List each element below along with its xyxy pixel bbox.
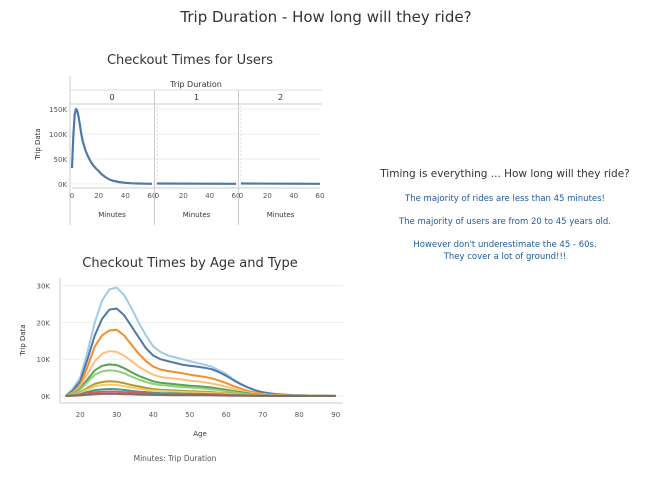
y-tick-label: 0K bbox=[58, 181, 67, 189]
x-axis-label: Minutes bbox=[98, 211, 126, 219]
series-line-11 bbox=[65, 392, 336, 397]
y-tick-label: 20K bbox=[37, 319, 51, 327]
checkout-times-age-chart: 30K 20K 10K 0K Trip Data 20 30 40 50 60 70 80 90 Age bbox=[19, 278, 343, 438]
x-tick-label: 70 bbox=[258, 411, 267, 419]
y-axis-label: Trip Data bbox=[34, 128, 42, 160]
panel-header-0: 0 bbox=[109, 93, 114, 102]
x-tick-label: 20 bbox=[179, 192, 188, 200]
x-axis-label: Minutes bbox=[183, 211, 211, 219]
y-tick-label: 10K bbox=[37, 356, 51, 364]
y-tick-label: 100K bbox=[49, 131, 67, 139]
x-axis-label: Age bbox=[193, 430, 207, 438]
x-tick-label: 20 bbox=[76, 411, 85, 419]
y-tick-label: 0K bbox=[41, 393, 50, 401]
column-header: Trip Duration bbox=[169, 80, 222, 89]
x-tick-label: 60 bbox=[316, 192, 325, 200]
x-tick-label: 20 bbox=[94, 192, 103, 200]
x-tick-label: 40 bbox=[289, 192, 298, 200]
note-line-4: They cover a lot of ground!!! bbox=[443, 252, 567, 262]
x-tick-label: 0 bbox=[155, 192, 159, 200]
panel-header-2: 2 bbox=[278, 93, 283, 102]
x-tick-label: 50 bbox=[185, 411, 194, 419]
y-tick-label: 50K bbox=[54, 156, 68, 164]
chart2-title: Checkout Times by Age and Type bbox=[82, 256, 298, 271]
x-tick-label: 40 bbox=[121, 192, 130, 200]
x-tick-label: 60 bbox=[148, 192, 157, 200]
x-tick-label: 80 bbox=[295, 411, 304, 419]
dashboard-title: Trip Duration - How long will they ride? bbox=[180, 8, 472, 26]
x-tick-label: 60 bbox=[232, 192, 241, 200]
notes-heading: Timing is everything ... How long will t… bbox=[380, 168, 630, 180]
x-tick-label: 60 bbox=[222, 411, 231, 419]
note-line-2: The majority of users are from 20 to 45 … bbox=[398, 217, 611, 227]
y-tick-label: 30K bbox=[37, 283, 51, 291]
x-tick-label: 20 bbox=[263, 192, 272, 200]
series-line-1 bbox=[64, 286, 336, 397]
x-axis-label: Minutes bbox=[267, 211, 295, 219]
y-tick-label: 150K bbox=[49, 106, 67, 114]
y-axis-label: Trip Data bbox=[19, 324, 27, 356]
chart-caption: Minutes: Trip Duration bbox=[133, 454, 217, 463]
x-tick-label: 90 bbox=[331, 411, 340, 419]
x-tick-label: 40 bbox=[205, 192, 214, 200]
series-line-0 bbox=[70, 107, 153, 185]
chart1-title: Checkout Times for Users bbox=[106, 53, 274, 68]
note-line-3: However don't underestimate the 45 - 60s… bbox=[413, 240, 597, 250]
note-line-1: The majority of rides are less than 45 m… bbox=[405, 194, 605, 204]
panel-header-1: 1 bbox=[194, 93, 199, 102]
x-tick-label: 40 bbox=[149, 411, 158, 419]
x-tick-label: 0 bbox=[70, 192, 74, 200]
x-tick-label: 30 bbox=[112, 411, 121, 419]
x-tick-label: 0 bbox=[239, 192, 243, 200]
